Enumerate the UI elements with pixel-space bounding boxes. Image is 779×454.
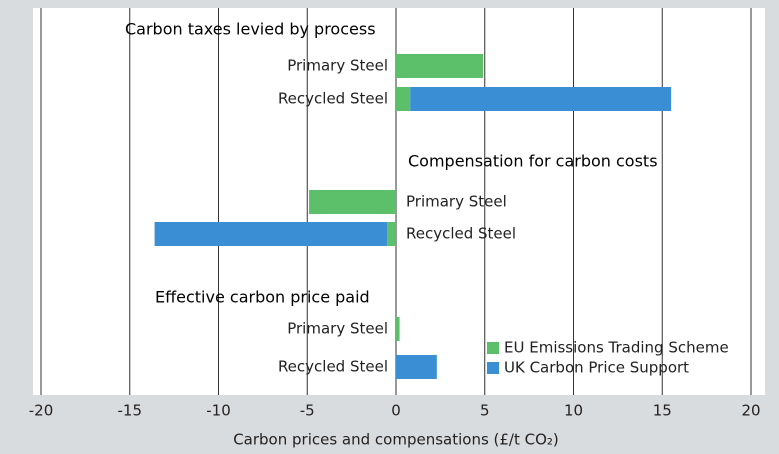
x-tick-label: -5 <box>300 402 315 420</box>
bar <box>154 222 388 246</box>
bar <box>387 222 396 246</box>
category-label: Primary Steel <box>287 320 388 338</box>
legend-label: UK Carbon Price Support <box>504 359 689 377</box>
bar <box>396 317 400 341</box>
legend-swatch <box>487 362 499 374</box>
group-title: Effective carbon price paid <box>155 288 370 307</box>
group-title: Compensation for carbon costs <box>408 152 658 171</box>
bar <box>396 355 437 379</box>
x-tick-label: 5 <box>480 402 490 420</box>
bar <box>396 87 411 111</box>
x-tick-label: 15 <box>653 402 672 420</box>
legend-swatch <box>487 342 499 354</box>
x-tick-label: -10 <box>206 402 231 420</box>
x-tick-label: -15 <box>118 402 143 420</box>
x-tick-label: 10 <box>564 402 583 420</box>
legend-label: EU Emissions Trading Scheme <box>504 339 729 357</box>
category-label: Primary Steel <box>287 57 388 75</box>
group-title: Carbon taxes levied by process <box>125 20 376 39</box>
x-tick-label: 0 <box>391 402 401 420</box>
x-axis-label: Carbon prices and compensations (£/t CO₂… <box>233 431 559 449</box>
category-label: Primary Steel <box>406 193 507 211</box>
category-label: Recycled Steel <box>278 358 388 376</box>
x-tick-label: -20 <box>29 402 54 420</box>
category-label: Recycled Steel <box>406 225 516 243</box>
x-tick-label: 20 <box>741 402 760 420</box>
bar <box>309 190 396 214</box>
bar <box>410 87 672 111</box>
bar <box>396 54 483 78</box>
category-label: Recycled Steel <box>278 90 388 108</box>
